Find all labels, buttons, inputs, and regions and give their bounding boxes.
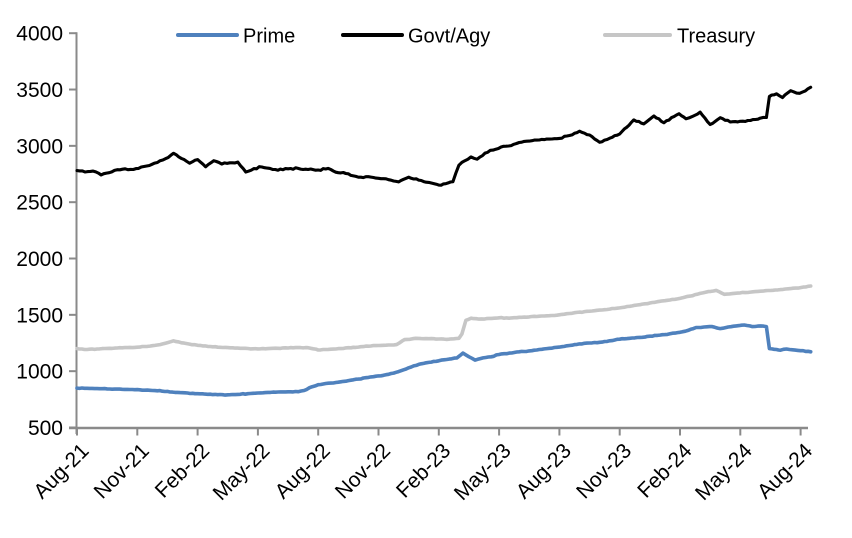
legend-item-govt-agy: Govt/Agy xyxy=(341,26,490,48)
x-axis-tick-label: Feb-22 xyxy=(151,439,214,502)
x-axis-tick-label: Feb-23 xyxy=(392,439,455,502)
y-axis-tick-label: 500 xyxy=(28,417,63,440)
y-axis-tick-label: 3500 xyxy=(16,79,63,102)
x-axis-tick-label: Aug-22 xyxy=(271,439,335,503)
y-axis-tick-label: 3000 xyxy=(16,135,63,158)
x-axis-tick-label: Nov-21 xyxy=(90,439,154,503)
x-axis-tick-label: May-24 xyxy=(691,439,757,505)
y-axis-tick-label: 4000 xyxy=(16,23,63,46)
x-axis-tick-label: May-23 xyxy=(450,439,516,505)
x-axis-tick-label: Aug-24 xyxy=(753,439,817,503)
x-axis-tick-label: May-22 xyxy=(209,439,275,505)
y-axis-tick-label: 2500 xyxy=(16,192,63,215)
x-axis-tick-label: Aug-23 xyxy=(512,439,576,503)
x-axis-tick-label: Feb-24 xyxy=(633,439,697,503)
series-line-treasury xyxy=(75,284,813,352)
series-line-govt-agy xyxy=(75,85,813,187)
legend-item-treasury: Treasury xyxy=(603,26,755,48)
y-axis-tick-label: 1500 xyxy=(16,304,63,327)
y-axis-tick-label: 2000 xyxy=(16,248,63,271)
x-axis-tick-label: Nov-22 xyxy=(331,439,395,503)
x-axis-tick-label: Nov-23 xyxy=(572,439,636,503)
legend-label-prime: Prime xyxy=(243,26,295,48)
x-axis-tick-label: Aug-21 xyxy=(29,439,93,503)
legend-item-prime: Prime xyxy=(176,26,295,48)
legend-label-treasury: Treasury xyxy=(677,26,755,48)
y-axis-tick-label: 1000 xyxy=(16,361,63,384)
legend-label-govt-agy: Govt/Agy xyxy=(408,26,490,48)
series-line-prime xyxy=(75,323,813,397)
